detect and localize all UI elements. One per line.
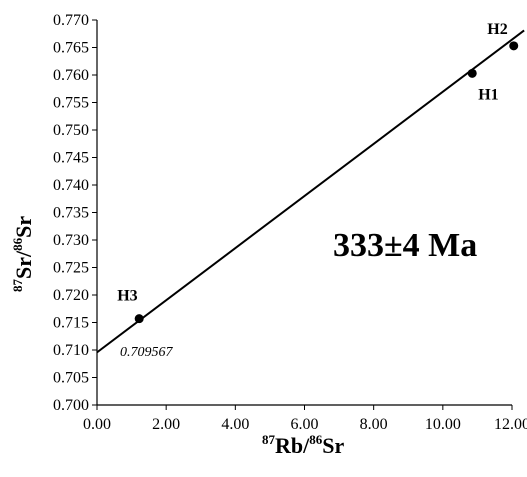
y-axis-element-1: Sr/ <box>11 250 36 279</box>
x-tick-label: 0.00 <box>83 416 111 433</box>
x-tick-label: 8.00 <box>360 416 388 433</box>
data-point-h2 <box>509 41 519 51</box>
x-axis-element-1: Rb/ <box>275 433 310 458</box>
x-tick-label: 4.00 <box>221 416 249 433</box>
y-axis-sup-2: 86 <box>10 237 25 251</box>
x-axis-title: 87Rb/86Sr <box>262 432 344 458</box>
y-tick-label: 0.735 <box>53 205 89 222</box>
y-axis-title: 87Sr/86Sr <box>10 216 36 292</box>
x-tick-label: 2.00 <box>152 416 180 433</box>
x-tick-label: 10.00 <box>425 416 461 433</box>
y-tick-label: 0.765 <box>53 40 89 57</box>
y-tick-label: 0.705 <box>53 370 89 387</box>
y-axis-element-2: Sr <box>11 216 36 238</box>
x-ticks: 0.00 2.00 4.00 6.00 8.00 10.00 12.00 <box>83 405 527 433</box>
intercept-label: 0.709567 <box>120 345 174 360</box>
x-tick-label: 6.00 <box>291 416 319 433</box>
y-tick-label: 0.710 <box>53 342 89 359</box>
y-tick-label: 0.730 <box>53 232 89 249</box>
y-axis-sup-1: 87 <box>10 279 25 293</box>
point-label-h2: H2 <box>487 21 507 38</box>
y-tick-label: 0.725 <box>53 260 89 277</box>
y-tick-label: 0.720 <box>53 287 89 304</box>
y-tick-label: 0.740 <box>53 177 89 194</box>
x-axis-sup-1: 87 <box>262 432 276 447</box>
point-label-h1: H1 <box>478 86 498 103</box>
y-tick-label: 0.715 <box>53 315 89 332</box>
y-tick-label: 0.770 <box>53 12 89 29</box>
data-point-h3 <box>134 314 144 324</box>
x-axis-element-2: Sr <box>322 433 344 458</box>
y-tick-label: 0.750 <box>53 122 89 139</box>
age-annotation: 333±4 Ma <box>333 227 477 264</box>
y-tick-label: 0.700 <box>53 397 89 414</box>
x-tick-label: 12.00 <box>494 416 527 433</box>
y-tick-label: 0.760 <box>53 67 89 84</box>
regression-line-group <box>96 29 525 354</box>
data-points: H1 H2 H3 <box>117 21 519 324</box>
regression-line <box>96 29 525 354</box>
y-tick-label: 0.745 <box>53 150 89 167</box>
data-point-h1 <box>467 68 477 78</box>
y-ticks: 0.700 0.705 0.710 0.715 0.720 0.725 0.730 0.735… <box>53 12 97 414</box>
y-tick-label: 0.755 <box>53 95 89 112</box>
point-label-h3: H3 <box>117 288 137 305</box>
x-axis-sup-2: 86 <box>309 432 323 447</box>
